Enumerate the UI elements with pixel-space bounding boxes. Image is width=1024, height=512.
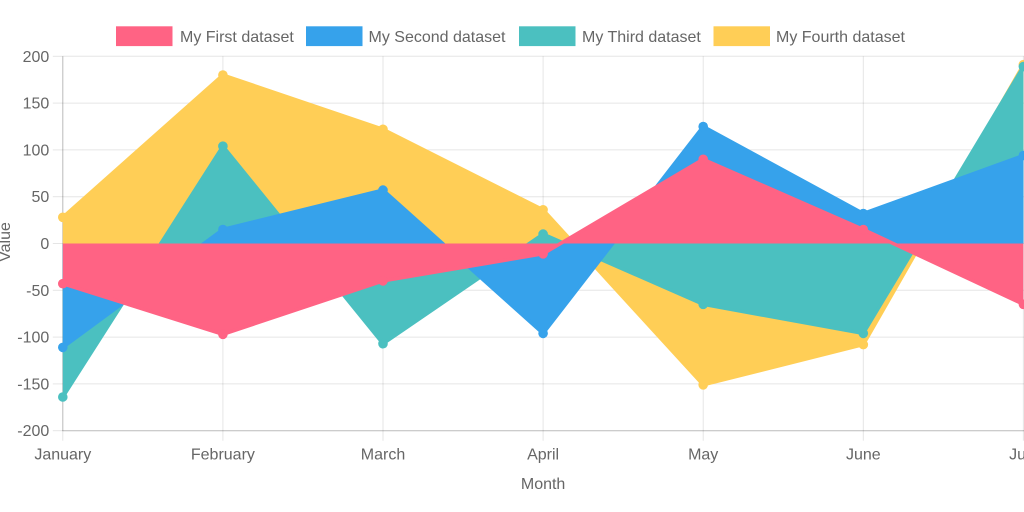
svg-text:January: January [34, 447, 91, 464]
svg-text:-50: -50 [26, 283, 49, 300]
svg-text:My Third dataset: My Third dataset [582, 29, 701, 46]
svg-text:March: March [361, 447, 405, 464]
svg-text:Value: Value [0, 222, 14, 262]
svg-text:My Second dataset: My Second dataset [369, 29, 507, 46]
svg-text:50: 50 [32, 189, 50, 206]
svg-text:April: April [527, 447, 559, 464]
svg-text:July: July [1009, 447, 1024, 464]
svg-text:Month: Month [521, 476, 565, 493]
svg-text:-200: -200 [17, 423, 49, 440]
svg-text:-150: -150 [17, 376, 49, 393]
svg-text:0: 0 [40, 236, 49, 253]
svg-text:100: 100 [23, 142, 50, 159]
svg-text:My First dataset: My First dataset [180, 29, 294, 46]
svg-text:June: June [846, 447, 881, 464]
svg-text:May: May [688, 447, 718, 464]
svg-text:150: 150 [23, 96, 50, 113]
svg-text:February: February [191, 447, 255, 464]
svg-text:-100: -100 [17, 330, 49, 347]
svg-text:200: 200 [23, 49, 50, 66]
svg-text:My Fourth dataset: My Fourth dataset [776, 29, 906, 46]
